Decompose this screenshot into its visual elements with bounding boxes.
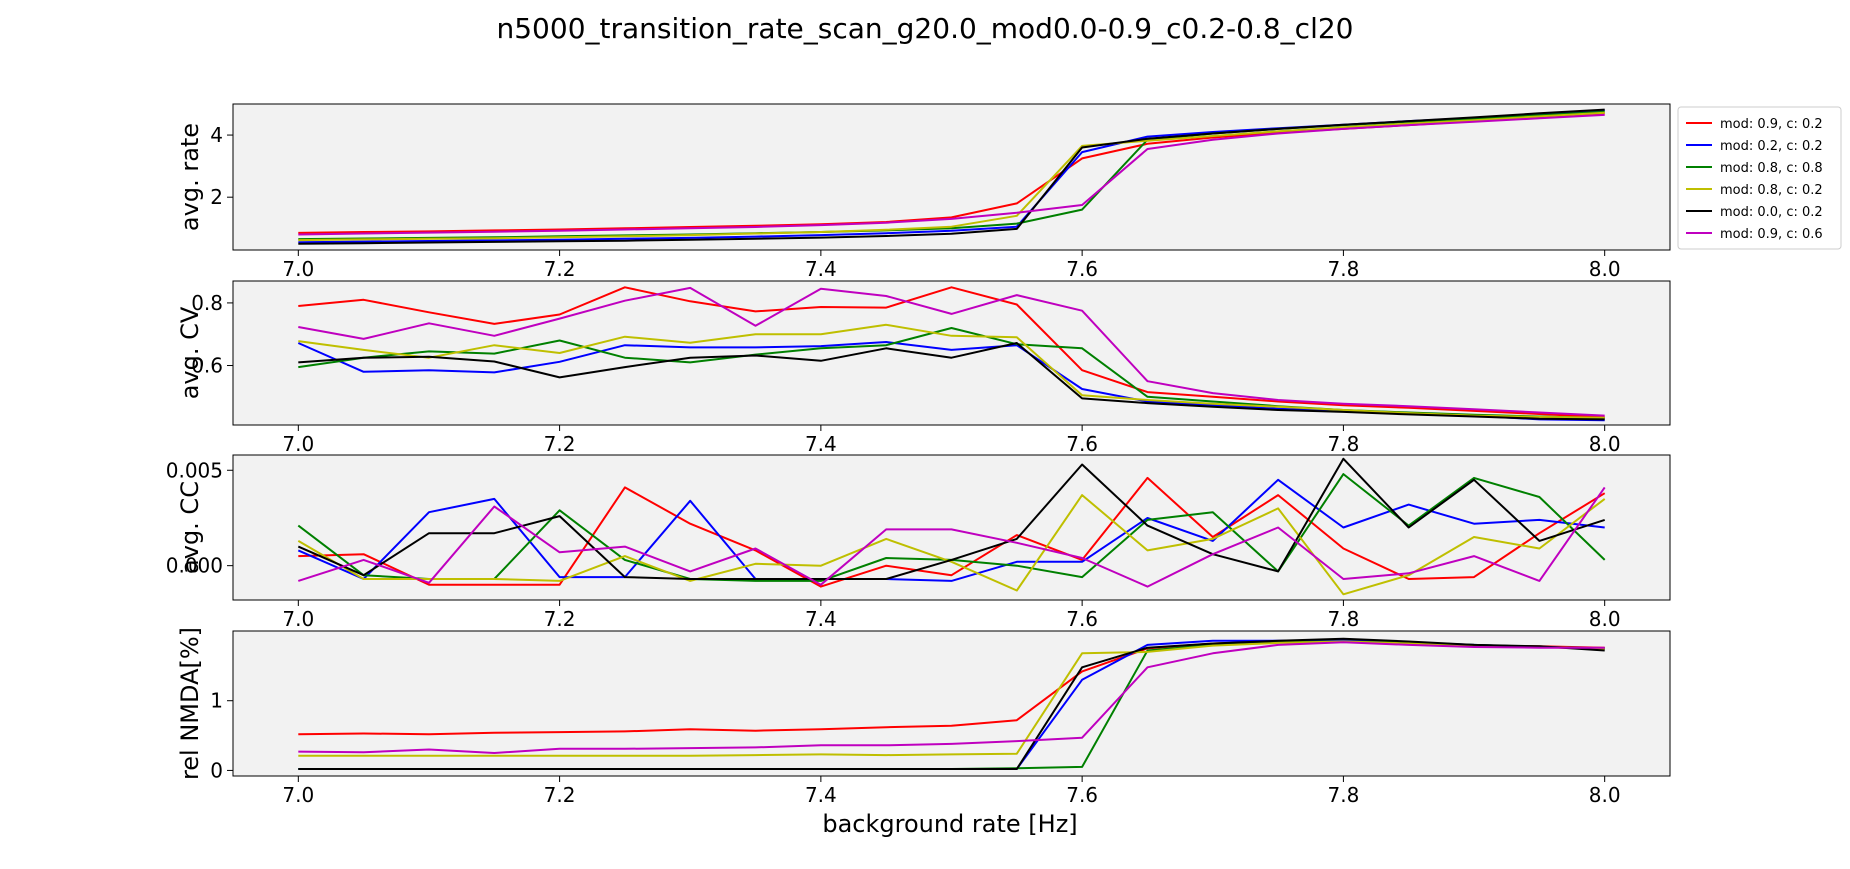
series-line: [298, 323, 1605, 419]
x-tick-label: 7.6: [1066, 432, 1098, 456]
y-tick-label: 0.8: [191, 291, 223, 315]
y-tick-label: 0.6: [191, 354, 223, 378]
series-line: [298, 286, 1605, 419]
y-tick-label: 0: [210, 758, 223, 782]
series-group: [297, 286, 1605, 422]
legend-label: mod: 0.8, c: 0.8: [1720, 161, 1823, 176]
series-line: [297, 478, 1605, 582]
legend-label: mod: 0.2, c: 0.2: [1720, 139, 1823, 154]
legend: mod: 0.9, c: 0.2 mod: 0.2, c: 0.2 mod: 0.8…: [1677, 106, 1842, 250]
x-tick-label: 8.0: [1589, 432, 1621, 456]
x-tick-label: 7.2: [544, 257, 576, 281]
y-tick-label: 4: [210, 123, 223, 147]
series-line: [298, 108, 1605, 245]
x-tick-label: 7.8: [1328, 432, 1360, 456]
y-axis-label: avg. CC: [176, 481, 204, 574]
x-tick-label: 8.0: [1589, 607, 1621, 631]
x-tick-label: 7.6: [1066, 607, 1098, 631]
y-tick-label: 0.000: [166, 554, 223, 578]
x-tick-label: 7.2: [544, 432, 576, 456]
x-tick-label: 7.4: [805, 607, 837, 631]
series-group: [298, 108, 1605, 245]
series-line: [298, 641, 1605, 754]
legend-box: [1677, 106, 1842, 250]
series-line: [298, 286, 1605, 417]
series-group: [297, 457, 1606, 596]
plot-area: [233, 104, 1670, 250]
plot-frame: [232, 103, 1671, 251]
series-group: [298, 637, 1605, 770]
plot-frame: [232, 454, 1671, 601]
x-tick-label: 7.6: [1066, 257, 1098, 281]
x-tick-label: 7.2: [544, 783, 576, 807]
legend-label: mod: 0.0, c: 0.2: [1720, 205, 1823, 220]
series-line: [297, 486, 1606, 588]
y-axis-label: avg. rate: [176, 123, 204, 231]
series-line: [298, 640, 1605, 757]
series-line: [298, 342, 1605, 421]
x-tick-label: 7.0: [282, 432, 314, 456]
series-line: [298, 111, 1605, 242]
figure-title: n5000_transition_rate_scan_g20.0_mod0.0-…: [497, 12, 1354, 45]
x-tick-label: 7.4: [805, 432, 837, 456]
legend-label: mod: 0.9, c: 0.6: [1720, 227, 1823, 242]
x-tick-label: 7.8: [1328, 783, 1360, 807]
legend-label: mod: 0.8, c: 0.2: [1720, 183, 1823, 198]
y-tick-label: 1: [210, 689, 223, 713]
series-line: [298, 113, 1605, 236]
x-tick-label: 7.0: [282, 607, 314, 631]
x-tick-label: 7.6: [1066, 783, 1098, 807]
x-axis-label: background rate [Hz]: [822, 810, 1077, 838]
x-tick-label: 7.8: [1328, 257, 1360, 281]
plot-frame: [232, 630, 1671, 777]
x-tick-label: 7.0: [282, 257, 314, 281]
y-tick-label: 2: [210, 185, 223, 209]
x-tick-label: 7.0: [282, 783, 314, 807]
series-line: [297, 494, 1606, 596]
x-tick-label: 8.0: [1589, 783, 1621, 807]
y-axis-label: rel NMDA[%]: [176, 627, 204, 780]
x-tick-label: 7.8: [1328, 607, 1360, 631]
x-tick-label: 7.4: [805, 257, 837, 281]
series-line: [297, 457, 1606, 580]
x-tick-label: 8.0: [1589, 257, 1621, 281]
x-tick-label: 7.2: [544, 607, 576, 631]
y-tick-label: 0.005: [166, 458, 223, 482]
series-line: [298, 476, 1606, 588]
plot-frame: [232, 280, 1671, 426]
legend-label: mod: 0.9, c: 0.2: [1720, 117, 1823, 132]
series-line: [298, 637, 1605, 770]
x-tick-label: 7.4: [805, 783, 837, 807]
y-axis-label: avg. CV: [176, 306, 204, 399]
